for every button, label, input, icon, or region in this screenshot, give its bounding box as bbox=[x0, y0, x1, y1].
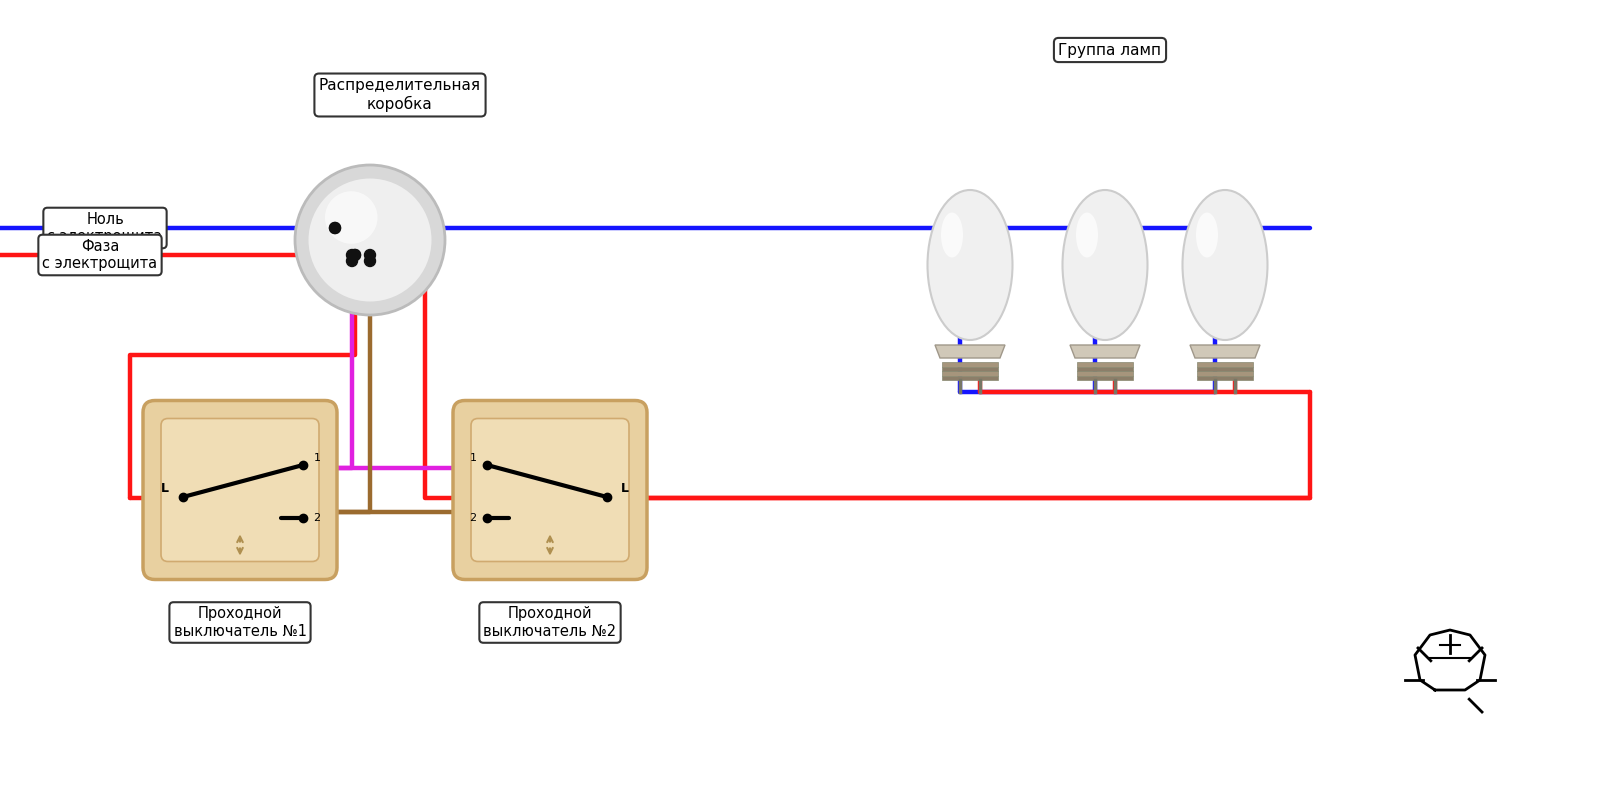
Ellipse shape bbox=[1075, 213, 1098, 258]
Circle shape bbox=[365, 250, 376, 261]
FancyBboxPatch shape bbox=[942, 366, 998, 371]
FancyBboxPatch shape bbox=[1197, 375, 1253, 380]
Text: Проходной
выключатель №2: Проходной выключатель №2 bbox=[483, 606, 616, 638]
Polygon shape bbox=[934, 345, 1005, 358]
FancyBboxPatch shape bbox=[1077, 362, 1133, 366]
Text: 1: 1 bbox=[469, 453, 477, 463]
FancyBboxPatch shape bbox=[1197, 371, 1253, 375]
FancyBboxPatch shape bbox=[1197, 362, 1253, 366]
Text: Группа ламп: Группа ламп bbox=[1059, 42, 1162, 58]
FancyBboxPatch shape bbox=[470, 418, 629, 562]
Text: L: L bbox=[162, 482, 170, 495]
Text: Ноль
с электрощита: Ноль с электрощита bbox=[48, 212, 163, 244]
Ellipse shape bbox=[1062, 190, 1147, 340]
Circle shape bbox=[347, 255, 357, 266]
Circle shape bbox=[330, 222, 341, 234]
Text: 2: 2 bbox=[469, 513, 477, 523]
Circle shape bbox=[330, 222, 341, 234]
Text: 2: 2 bbox=[314, 513, 320, 523]
Circle shape bbox=[347, 250, 357, 261]
Circle shape bbox=[309, 178, 432, 302]
Polygon shape bbox=[1414, 630, 1485, 690]
Circle shape bbox=[325, 191, 378, 244]
FancyBboxPatch shape bbox=[1197, 366, 1253, 371]
Text: Проходной
выключатель №1: Проходной выключатель №1 bbox=[173, 606, 307, 638]
FancyBboxPatch shape bbox=[1077, 371, 1133, 375]
FancyBboxPatch shape bbox=[162, 418, 318, 562]
Circle shape bbox=[349, 250, 360, 261]
FancyBboxPatch shape bbox=[1077, 366, 1133, 371]
Polygon shape bbox=[1070, 345, 1139, 358]
Text: 1: 1 bbox=[314, 453, 320, 463]
FancyBboxPatch shape bbox=[142, 401, 338, 579]
Circle shape bbox=[349, 250, 360, 261]
FancyBboxPatch shape bbox=[942, 375, 998, 380]
Ellipse shape bbox=[941, 213, 963, 258]
Ellipse shape bbox=[928, 190, 1013, 340]
Text: L: L bbox=[621, 482, 629, 495]
FancyBboxPatch shape bbox=[942, 371, 998, 375]
Text: Фаза
с электрощита: Фаза с электрощита bbox=[43, 238, 157, 271]
FancyBboxPatch shape bbox=[1077, 375, 1133, 380]
Text: Распределительная
коробка: Распределительная коробка bbox=[318, 78, 482, 112]
Ellipse shape bbox=[1197, 213, 1218, 258]
Circle shape bbox=[294, 165, 445, 315]
FancyBboxPatch shape bbox=[453, 401, 646, 579]
FancyBboxPatch shape bbox=[942, 362, 998, 366]
Ellipse shape bbox=[1182, 190, 1267, 340]
Circle shape bbox=[365, 255, 376, 266]
Polygon shape bbox=[1190, 345, 1261, 358]
